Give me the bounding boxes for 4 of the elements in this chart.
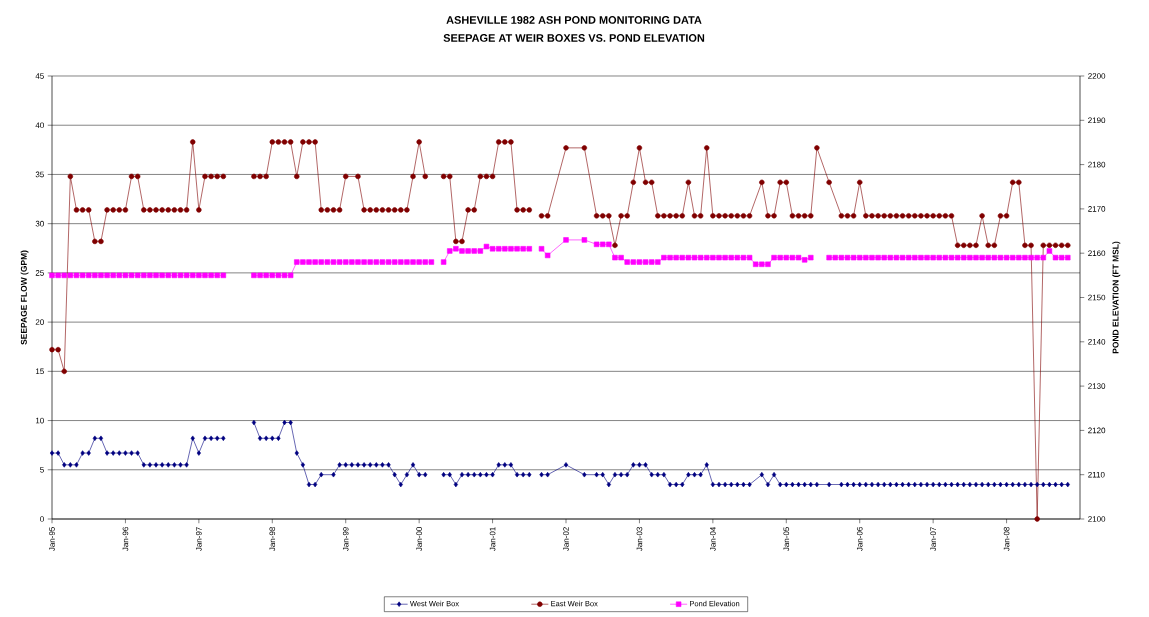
y2-axis-title: POND ELEVATION (FT MSL) xyxy=(1112,241,1121,354)
chart-title: ASHEVILLE 1982 ASH POND MONITORING DATA xyxy=(446,16,702,24)
y-axis-title: SEEPAGE FLOW (GPM) xyxy=(20,250,29,345)
chart-subtitle: SEEPAGE AT WEIR BOXES VS. POND ELEVATION xyxy=(443,34,705,42)
